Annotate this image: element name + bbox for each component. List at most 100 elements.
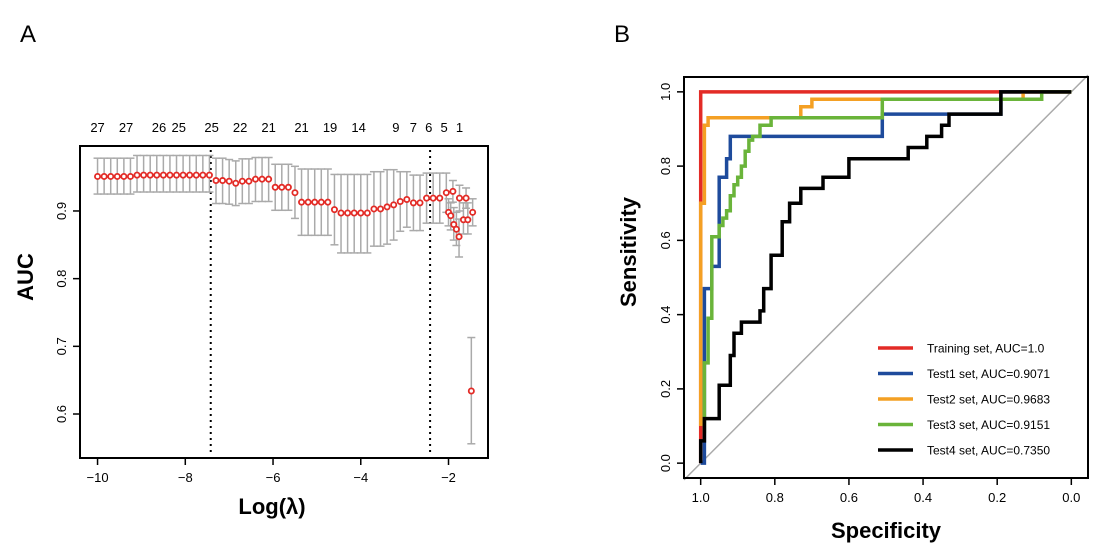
a-points [94,171,477,395]
b-legend-label: Training set, AUC=1.0 [927,342,1045,356]
panel-b-roc: B 1.0 0.8 0.6 0.4 0.2 0.0 0.00.20.40.60.81.0 … [614,21,1089,543]
a-point [357,209,365,217]
a-point [271,183,279,191]
a-point [455,194,463,202]
b-y-tick-label: 0.2 [658,380,673,398]
b-y-axis-title: Sensitivity [616,196,641,307]
a-point [377,205,385,213]
a-point [166,171,174,179]
a-point [173,171,181,179]
a-point [469,208,477,216]
a-y-axis: 0.6 0.7 0.8 0.9 [54,202,80,423]
a-point [452,225,460,233]
a-y-tick-label: 0.7 [54,337,69,355]
a-point [409,199,417,207]
b-legend-label: Test1 set, AUC=0.9071 [927,367,1050,381]
b-x-tick-label: 0.2 [988,490,1006,505]
a-point [133,171,141,179]
a-x-tick-label: −10 [87,470,109,485]
a-point [205,171,213,179]
a-point [120,172,128,180]
b-plot-frame [683,76,1089,479]
b-legend-item: Test4 set, AUC=0.7350 [878,444,1050,458]
a-top-axis-label: 9 [392,120,399,135]
a-point [363,209,371,217]
a-point [390,201,398,209]
b-y-tick-label: 0.6 [658,231,673,249]
a-point [442,189,450,197]
a-point [113,172,121,180]
a-point [232,179,240,187]
a-y-tick-label: 0.8 [54,270,69,288]
a-top-axis-label: 1 [456,120,463,135]
a-point [159,171,167,179]
a-point [225,177,233,185]
a-point [429,194,437,202]
a-point [403,195,411,203]
a-point [447,212,455,220]
panel-a-lasso-auc: A −10 −8 −6 −4 −2 0.60.70.80.9 27 27 26 25 25 22 2… [13,21,489,519]
b-legend-label: Test4 set, AUC=0.7350 [927,444,1050,458]
a-x-tick-label: −4 [353,470,368,485]
a-x-tick-label: −2 [441,470,456,485]
b-x-axis: 1.0 0.8 0.6 0.4 0.2 0.0 [692,478,1080,505]
a-top-axis-label: 25 [171,120,185,135]
a-point [199,171,207,179]
a-point [107,172,115,180]
a-point [436,194,444,202]
b-legend: Training set, AUC=1.0 Test1 set, AUC=0.90… [878,342,1050,458]
a-point [462,194,470,202]
a-point [396,197,404,205]
a-vertical-lines [209,150,432,454]
b-legend-item: Test3 set, AUC=0.9151 [878,418,1050,432]
a-top-axis-label: 7 [410,120,417,135]
b-x-tick-label: 0.4 [914,490,932,505]
b-x-tick-label: 1.0 [692,490,710,505]
a-y-tick-label: 0.6 [54,405,69,423]
a-top-axis-label: 5 [441,120,448,135]
a-point [251,175,259,183]
a-point [238,177,246,185]
a-point [284,183,292,191]
a-top-axis-label: 14 [351,120,365,135]
a-error-bars [93,154,477,445]
a-point [298,198,306,206]
b-y-tick-label: 0.8 [658,157,673,175]
a-x-axis-title: Log(λ) [238,494,305,519]
a-point [337,209,345,217]
b-y-axis: 0.0 0.2 0.4 0.6 0.8 1.0 [658,83,684,472]
a-point [324,198,332,206]
panel-b-label: B [614,21,630,48]
b-x-tick-label: 0.8 [766,490,784,505]
a-y-axis-title: AUC [13,253,38,301]
b-x-axis-title: Specificity [831,518,942,543]
a-top-axis-label: 21 [261,120,275,135]
a-point [212,177,220,185]
a-point [146,171,154,179]
a-point [449,187,457,195]
a-top-axis-label: 25 [204,120,218,135]
a-point [219,177,227,185]
a-point [278,183,286,191]
a-top-axis-label: 27 [119,120,133,135]
b-roc-curves [698,90,1072,465]
a-point [153,171,161,179]
b-roc-curve-4 [698,90,1072,464]
a-point [304,198,312,206]
b-diagonal-reference-line [683,74,1089,481]
a-point [311,198,319,206]
b-y-tick-label: 1.0 [658,83,673,101]
a-point [258,175,266,183]
a-point [467,387,475,395]
b-y-tick-label: 0.4 [658,306,673,324]
a-point [423,194,431,202]
a-point [245,177,253,185]
a-point [291,189,299,197]
a-point [455,233,463,241]
a-point [370,205,378,213]
b-x-tick-label: 0.6 [840,490,858,505]
a-x-tick-label: −6 [266,470,281,485]
b-legend-label: Test2 set, AUC=0.9683 [927,393,1050,407]
a-x-tick-label: −8 [178,470,193,485]
a-point [186,171,194,179]
